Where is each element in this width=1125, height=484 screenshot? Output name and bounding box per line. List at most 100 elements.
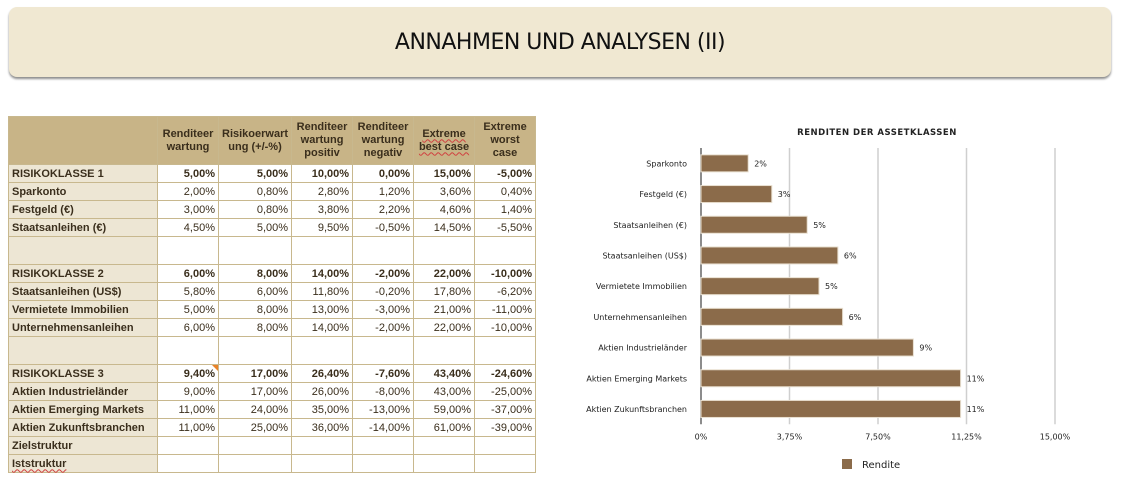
row-label[interactable] xyxy=(8,236,158,265)
table-cell[interactable]: 11,00% xyxy=(157,400,219,419)
table-cell[interactable] xyxy=(474,236,537,265)
table-cell[interactable]: 8,00% xyxy=(217,318,293,337)
table-cell[interactable]: -3,00% xyxy=(352,300,415,319)
table-cell[interactable]: 6,00% xyxy=(157,264,219,283)
table-cell[interactable]: 2,00% xyxy=(157,182,219,201)
row-label[interactable]: Aktien Zukunftsbranchen xyxy=(8,418,158,437)
table-cell[interactable]: 35,00% xyxy=(291,400,354,419)
table-cell[interactable]: -25,00% xyxy=(474,382,537,401)
table-cell[interactable] xyxy=(413,436,476,455)
table-cell[interactable]: 5,80% xyxy=(157,282,219,301)
table-cell[interactable] xyxy=(352,336,415,365)
table-cell[interactable]: -7,60% xyxy=(352,364,415,383)
table-cell[interactable] xyxy=(291,454,354,473)
table-cell[interactable]: 61,00% xyxy=(413,418,476,437)
table-cell[interactable]: -0,50% xyxy=(352,218,415,237)
table-cell[interactable]: 26,00% xyxy=(291,382,354,401)
table-cell[interactable] xyxy=(474,336,537,365)
table-cell[interactable]: 14,00% xyxy=(291,264,354,283)
table-cell[interactable]: 24,00% xyxy=(217,400,293,419)
table-cell[interactable]: 5,00% xyxy=(157,300,219,319)
table-cell[interactable] xyxy=(474,454,537,473)
table-cell[interactable]: 5,00% xyxy=(217,164,293,183)
row-label[interactable]: Vermietete Immobilien xyxy=(8,300,158,319)
table-cell[interactable]: 2,20% xyxy=(352,200,415,219)
table-cell[interactable]: 0,40% xyxy=(474,182,537,201)
table-cell[interactable]: 22,00% xyxy=(413,264,476,283)
table-cell[interactable]: 26,40% xyxy=(291,364,354,383)
table-cell[interactable]: 15,00% xyxy=(413,164,476,183)
table-cell[interactable]: -8,00% xyxy=(352,382,415,401)
table-cell[interactable] xyxy=(413,336,476,365)
row-label[interactable]: Aktien Industrieländer xyxy=(8,382,158,401)
table-cell[interactable]: 9,00% xyxy=(157,382,219,401)
table-cell[interactable]: 8,00% xyxy=(217,300,293,319)
table-cell[interactable]: 10,00% xyxy=(291,164,354,183)
table-cell[interactable] xyxy=(352,436,415,455)
table-cell[interactable]: 43,00% xyxy=(413,382,476,401)
table-cell[interactable]: 25,00% xyxy=(217,418,293,437)
row-label[interactable]: Unternehmensanleihen xyxy=(8,318,158,337)
table-cell[interactable]: 21,00% xyxy=(413,300,476,319)
table-cell[interactable]: 4,50% xyxy=(157,218,219,237)
table-cell[interactable] xyxy=(291,336,354,365)
table-cell[interactable]: -5,00% xyxy=(474,164,537,183)
table-cell[interactable] xyxy=(352,454,415,473)
table-cell[interactable] xyxy=(217,436,293,455)
table-cell[interactable]: 11,00% xyxy=(157,418,219,437)
table-cell[interactable]: 17,00% xyxy=(217,382,293,401)
table-cell[interactable] xyxy=(413,454,476,473)
table-cell[interactable]: 8,00% xyxy=(217,264,293,283)
table-cell[interactable]: 59,00% xyxy=(413,400,476,419)
table-cell[interactable]: 0,80% xyxy=(217,182,293,201)
row-label[interactable]: Sparkonto xyxy=(8,182,158,201)
table-cell[interactable] xyxy=(157,336,219,365)
table-cell[interactable] xyxy=(474,436,537,455)
table-cell[interactable]: -14,00% xyxy=(352,418,415,437)
table-cell[interactable] xyxy=(157,436,219,455)
table-cell[interactable]: -37,00% xyxy=(474,400,537,419)
row-label[interactable]: Staatsanleihen (€) xyxy=(8,218,158,237)
table-cell[interactable]: -24,60% xyxy=(474,364,537,383)
table-cell[interactable]: 36,00% xyxy=(291,418,354,437)
table-cell[interactable]: 9,50% xyxy=(291,218,354,237)
table-cell[interactable]: 13,00% xyxy=(291,300,354,319)
row-label[interactable]: RISIKOKLASSE 1 xyxy=(8,164,158,183)
table-cell[interactable]: 17,80% xyxy=(413,282,476,301)
row-label[interactable]: Zielstruktur xyxy=(8,436,158,455)
table-cell[interactable]: 3,00% xyxy=(157,200,219,219)
table-cell[interactable]: 14,50% xyxy=(413,218,476,237)
table-cell[interactable]: 5,00% xyxy=(217,218,293,237)
table-cell[interactable]: 0,80% xyxy=(217,200,293,219)
table-cell[interactable]: 43,40% xyxy=(413,364,476,383)
table-cell[interactable]: -2,00% xyxy=(352,264,415,283)
table-cell[interactable]: 22,00% xyxy=(413,318,476,337)
table-cell[interactable]: 2,80% xyxy=(291,182,354,201)
table-cell[interactable]: -2,00% xyxy=(352,318,415,337)
table-cell[interactable]: -13,00% xyxy=(352,400,415,419)
table-cell[interactable]: 6,00% xyxy=(157,318,219,337)
table-cell[interactable]: -11,00% xyxy=(474,300,537,319)
table-cell[interactable] xyxy=(157,454,219,473)
table-cell[interactable]: -10,00% xyxy=(474,264,537,283)
table-cell[interactable]: 17,00% xyxy=(217,364,293,383)
row-label[interactable]: RISIKOKLASSE 2 xyxy=(8,264,158,283)
table-cell[interactable]: 4,60% xyxy=(413,200,476,219)
table-cell[interactable]: 3,80% xyxy=(291,200,354,219)
table-cell[interactable] xyxy=(291,436,354,455)
table-cell[interactable]: 1,40% xyxy=(474,200,537,219)
row-label[interactable]: Iststruktur xyxy=(8,454,158,473)
table-cell[interactable] xyxy=(352,236,415,265)
row-label[interactable]: Staatsanleihen (US$) xyxy=(8,282,158,301)
table-cell[interactable] xyxy=(217,336,293,365)
row-label[interactable]: Festgeld (€) xyxy=(8,200,158,219)
table-cell[interactable]: 0,00% xyxy=(352,164,415,183)
table-cell[interactable] xyxy=(413,236,476,265)
table-cell[interactable] xyxy=(291,236,354,265)
table-cell[interactable]: 1,20% xyxy=(352,182,415,201)
table-cell[interactable]: 9,40% xyxy=(157,364,219,383)
table-cell[interactable]: 3,60% xyxy=(413,182,476,201)
table-cell[interactable]: 5,00% xyxy=(157,164,219,183)
table-cell[interactable]: 14,00% xyxy=(291,318,354,337)
table-cell[interactable]: -6,20% xyxy=(474,282,537,301)
